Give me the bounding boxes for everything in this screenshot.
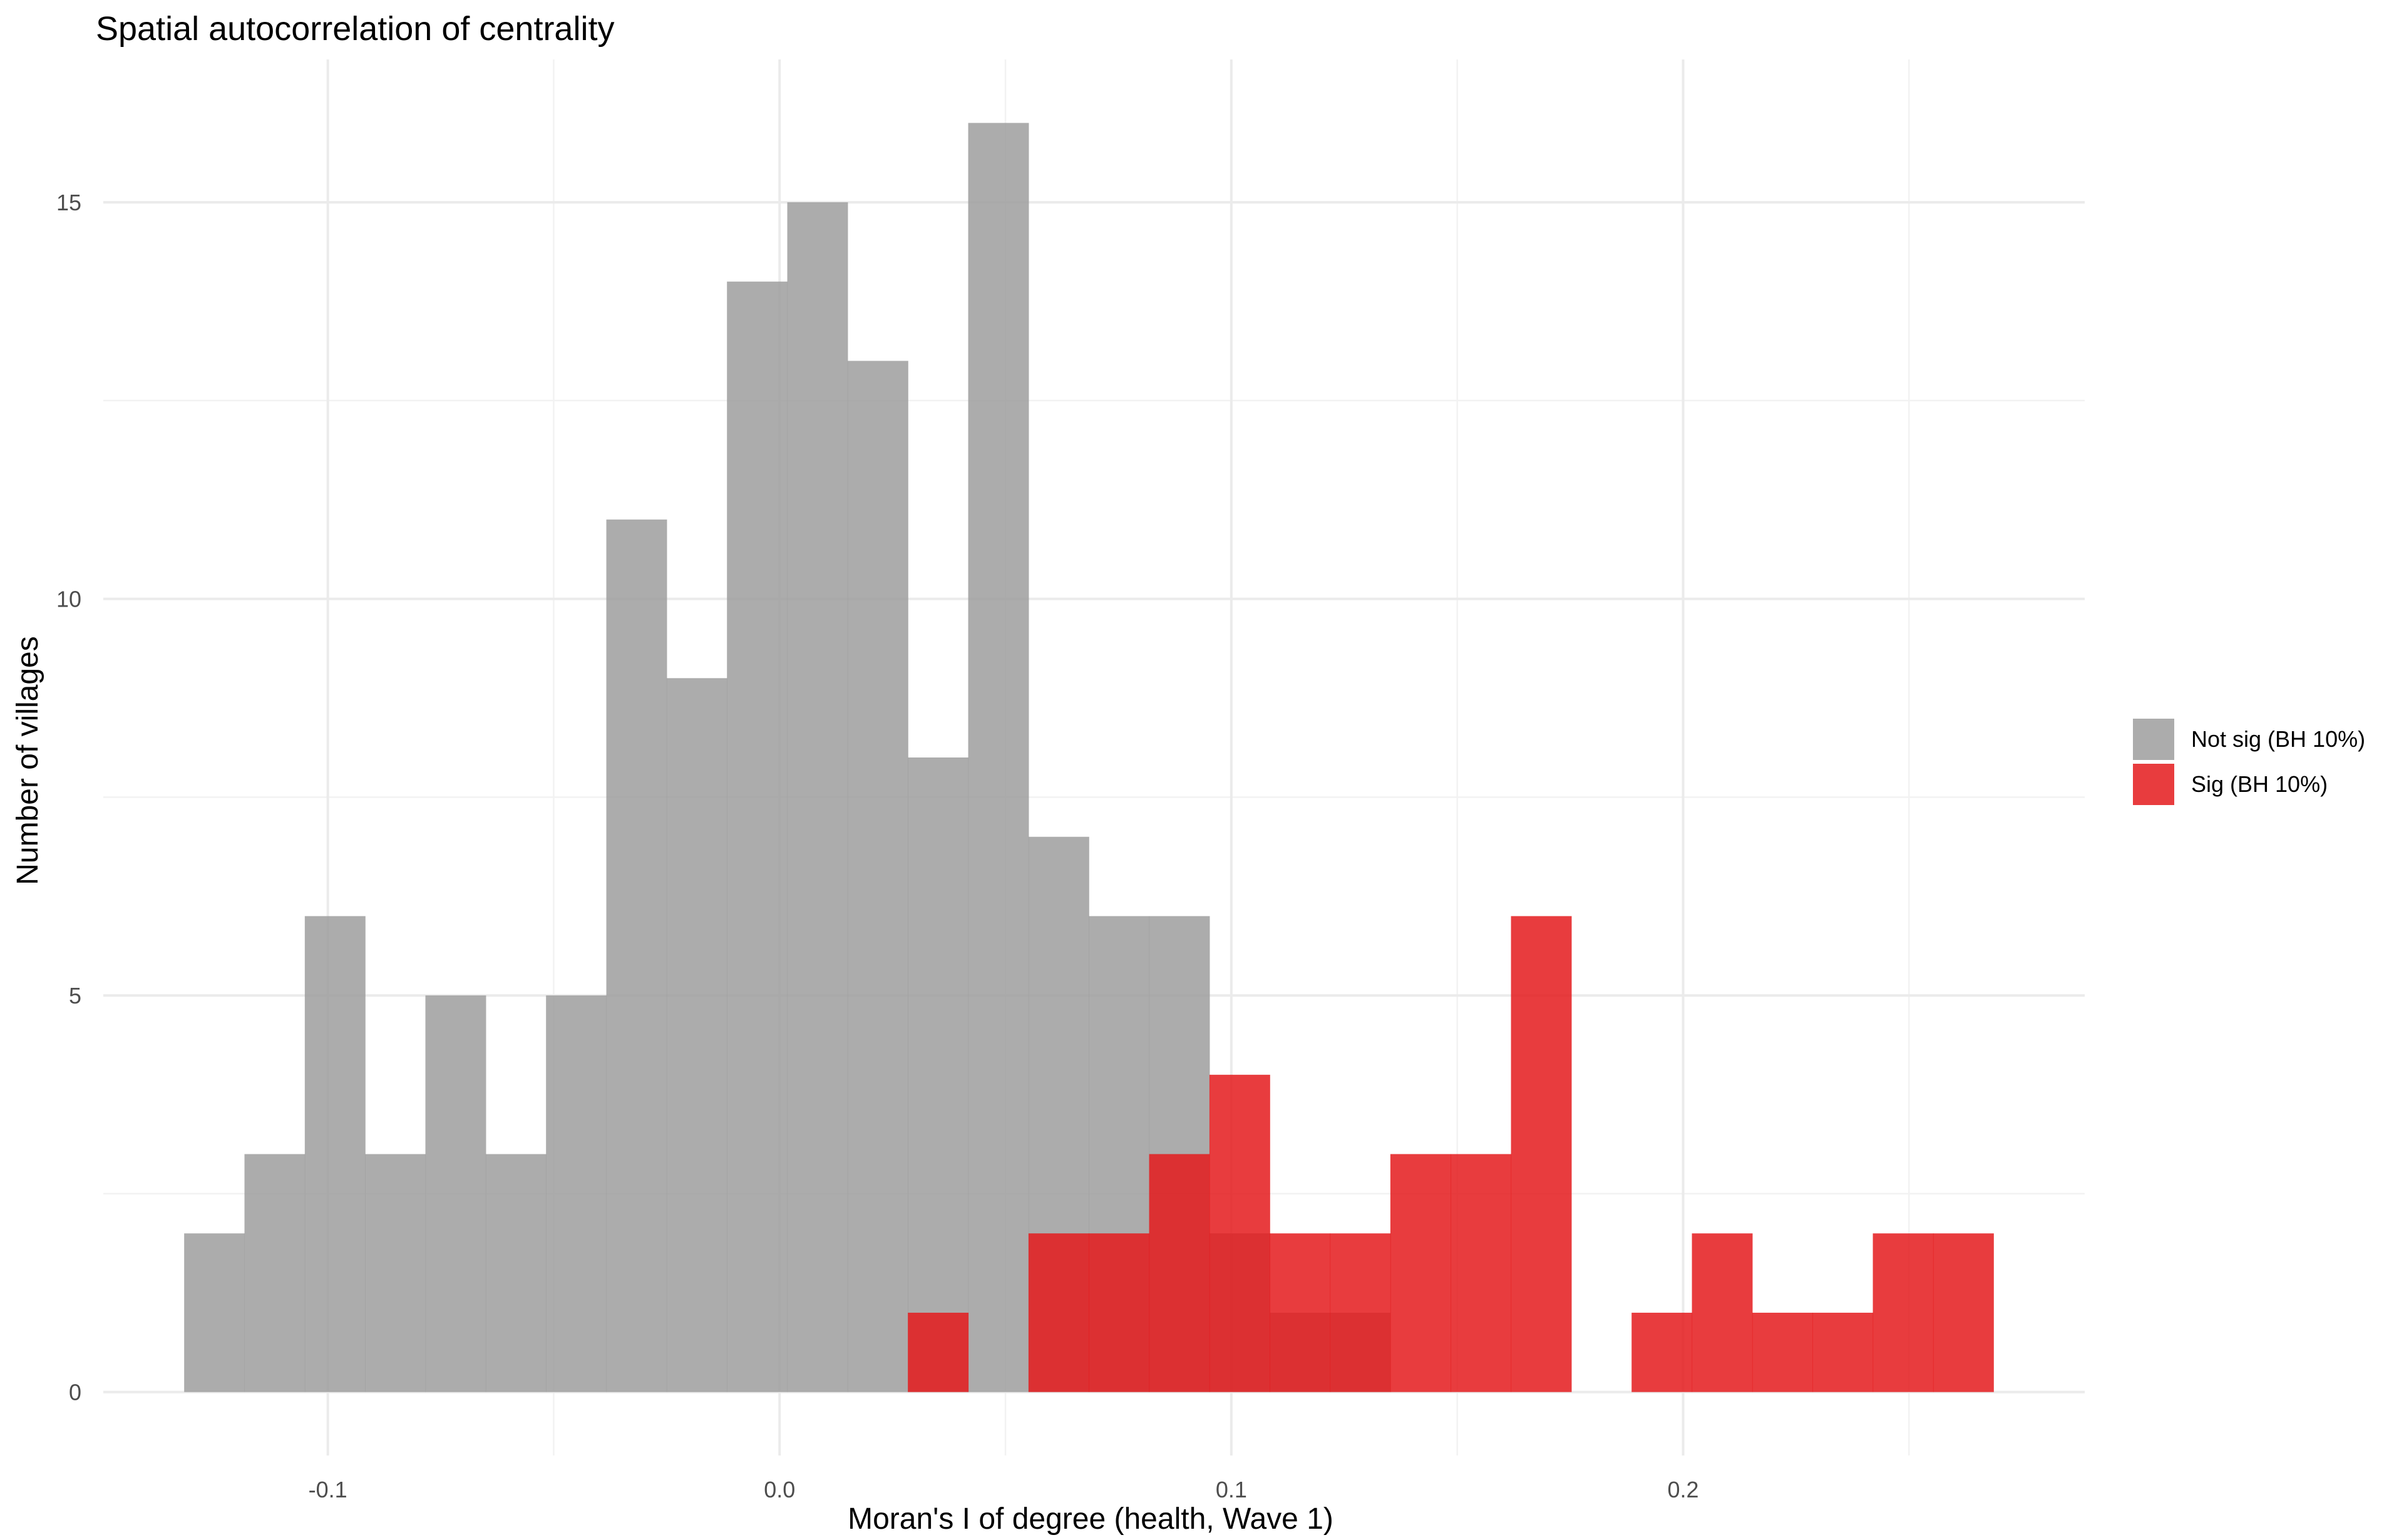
series-sig	[908, 916, 1994, 1392]
histogram-bar	[1451, 1154, 1512, 1392]
histogram-bar	[1511, 916, 1572, 1392]
histogram-bar	[485, 1154, 547, 1392]
histogram-bar	[365, 1154, 426, 1392]
histogram-bar	[908, 757, 969, 1392]
y-tick-label: 0	[69, 1380, 81, 1405]
histogram-bar	[606, 519, 667, 1392]
histogram-bar	[1390, 1154, 1451, 1392]
x-tick-label: -0.1	[309, 1477, 347, 1502]
histogram-bar	[1812, 1312, 1874, 1392]
histogram-bar	[1209, 1074, 1270, 1392]
y-tick-label: 10	[56, 587, 81, 612]
histogram-bar	[244, 1154, 306, 1392]
histogram-bar	[1631, 1312, 1693, 1392]
histogram-bar	[1872, 1233, 1934, 1392]
y-axis-ticks: 0 5 10 15	[56, 190, 81, 1405]
histogram-bar	[666, 678, 727, 1392]
x-axis-title: Moran's I of degree (health, Wave 1)	[848, 1502, 1333, 1536]
histogram-bars	[184, 123, 1994, 1392]
histogram-bar	[1028, 1233, 1089, 1392]
histogram-bar	[847, 361, 908, 1392]
histogram-bar	[968, 123, 1029, 1392]
histogram-bar	[1330, 1233, 1391, 1392]
legend: Not sig (BH 10%) Sig (BH 10%)	[2133, 719, 2365, 805]
histogram-bar	[787, 202, 848, 1392]
histogram-bar	[1149, 1154, 1210, 1392]
x-tick-label: 0.1	[1216, 1477, 1247, 1502]
histogram-bar	[304, 916, 366, 1392]
histogram-bar	[1270, 1233, 1331, 1392]
legend-label: Sig (BH 10%)	[2191, 771, 2328, 797]
histogram-bar	[1692, 1233, 1753, 1392]
legend-key	[2133, 764, 2174, 805]
histogram-bar	[908, 1312, 969, 1392]
x-tick-label: 0.2	[1667, 1477, 1698, 1502]
y-tick-label: 15	[56, 190, 81, 215]
histogram-bar	[727, 281, 788, 1392]
x-axis-ticks: -0.1 0.0 0.1 0.2	[309, 1477, 1699, 1502]
histogram-bar	[425, 995, 486, 1392]
legend-label: Not sig (BH 10%)	[2191, 726, 2365, 752]
histogram-bar	[1089, 1233, 1150, 1392]
x-tick-label: 0.0	[764, 1477, 795, 1502]
y-axis-title: Number of villages	[11, 636, 44, 885]
chart-title: Spatial autocorrelation of centrality	[96, 10, 614, 48]
histogram-bar	[1752, 1312, 1813, 1392]
histogram-bar	[546, 995, 607, 1392]
legend-key	[2133, 719, 2174, 760]
histogram-bar	[184, 1233, 245, 1392]
y-tick-label: 5	[69, 983, 81, 1009]
histogram-bar	[1933, 1233, 1994, 1392]
